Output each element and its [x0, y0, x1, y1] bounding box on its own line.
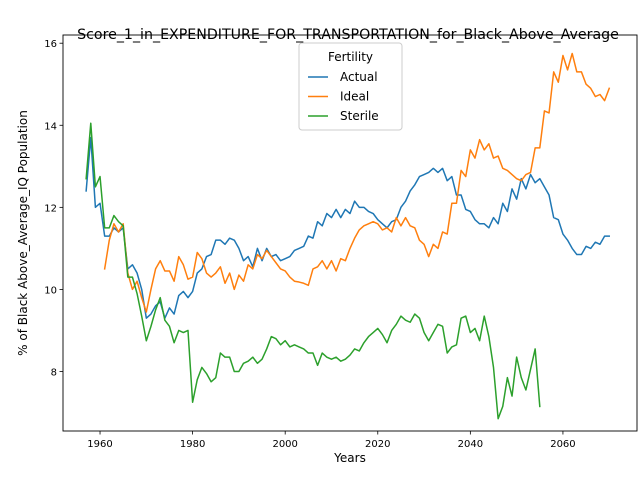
x-axis: 1960 1980 2000 2020 2040 2060 — [87, 431, 576, 450]
y-tick-label: 16 — [44, 39, 57, 50]
y-tick-label: 12 — [44, 203, 57, 214]
series-line-ideal — [103, 52, 611, 313]
series-line-sterile — [85, 122, 541, 420]
legend-label-ideal: Ideal — [340, 90, 369, 104]
y-tick-label: 14 — [44, 121, 57, 132]
x-tick-label: 2060 — [550, 439, 575, 450]
legend: Fertility Actual Ideal Sterile — [298, 42, 403, 131]
series-line-actual — [85, 136, 610, 319]
x-tick-label: 1960 — [87, 439, 112, 450]
y-tick-label: 8 — [51, 367, 57, 378]
legend-label-sterile: Sterile — [340, 109, 379, 123]
series-layer — [85, 52, 611, 420]
legend-title: Fertility — [328, 50, 373, 64]
x-tick-label: 1980 — [180, 439, 205, 450]
legend-frame — [298, 42, 403, 131]
x-axis-label: Years — [333, 451, 366, 465]
legend-label-actual: Actual — [340, 70, 378, 84]
x-tick-label: 2000 — [272, 439, 297, 450]
y-tick-label: 10 — [44, 285, 57, 296]
x-tick-label: 2040 — [458, 439, 483, 450]
x-tick-label: 2020 — [365, 439, 390, 450]
y-axis: 8 10 12 14 16 — [44, 39, 63, 378]
y-axis-label: % of Black Above_Average_IQ Population — [16, 110, 30, 356]
plot-frame — [62, 34, 638, 432]
